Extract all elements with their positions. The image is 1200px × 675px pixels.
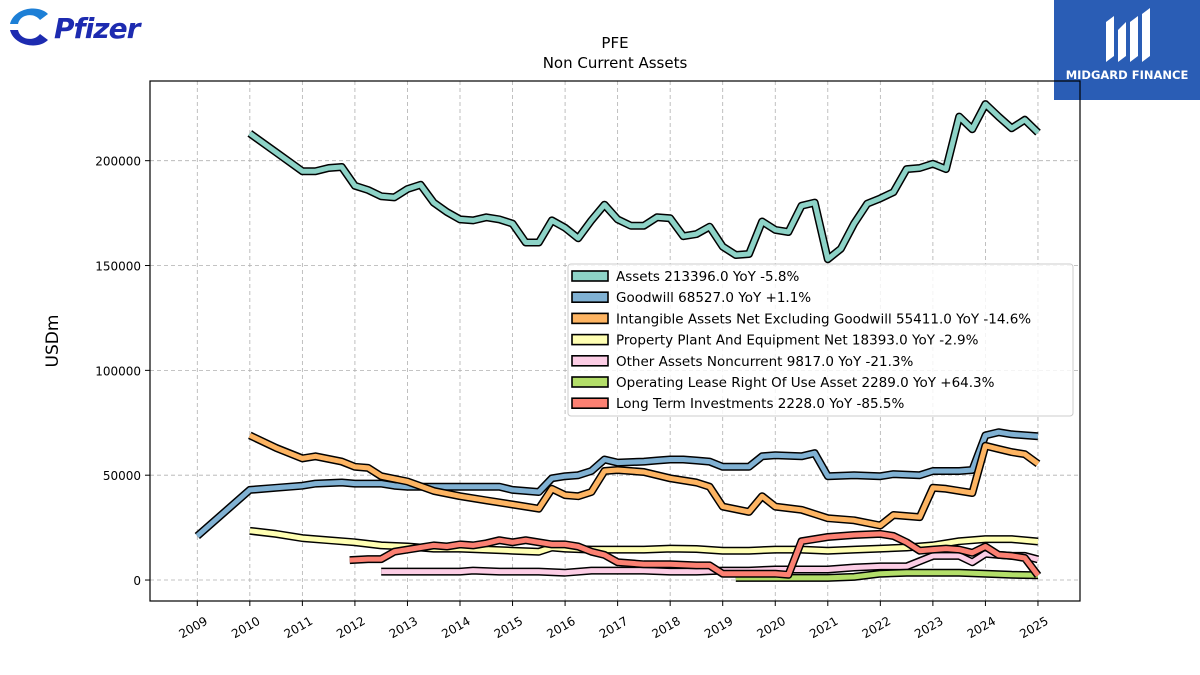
- legend-label: Other Assets Noncurrent 9817.0 YoY -21.3…: [616, 354, 913, 370]
- x-tick-label: 2014: [439, 614, 472, 641]
- legend-swatch: [571, 397, 609, 410]
- y-tick-label: 150000: [95, 260, 141, 274]
- x-tick-label: 2011: [282, 614, 315, 641]
- x-tick-label: 2020: [755, 614, 788, 641]
- legend: Assets 213396.0 YoY -5.8% Goodwill 68527.…: [567, 263, 1074, 417]
- y-axis-label: USDm: [43, 315, 63, 368]
- y-tick-label: 200000: [95, 155, 141, 169]
- x-tick-label: 2018: [649, 614, 682, 641]
- x-tick-label: 2016: [544, 614, 577, 641]
- series-line-assets: [248, 101, 1040, 262]
- chart-subtitle: Non Current Assets: [543, 54, 688, 72]
- y-tick-label: 100000: [95, 364, 141, 378]
- legend-label: Operating Lease Right Of Use Asset 2289.…: [616, 375, 995, 391]
- y-tick-label: 0: [133, 574, 141, 588]
- x-tick-label: 2010: [229, 614, 262, 641]
- pfizer-logo: [10, 8, 48, 46]
- x-tick-label: 2009: [177, 614, 210, 641]
- series-line-long-term-investments: [349, 531, 1040, 578]
- series-line-property-plant-and-equipment-net: [249, 528, 1039, 555]
- series-line-intangible-assets-net-excluding-goodwill: [248, 433, 1040, 528]
- x-tick-label: 2022: [860, 614, 893, 641]
- chart-title: PFE: [601, 34, 628, 52]
- legend-box: [567, 263, 1074, 417]
- series-outline-assets: [247, 100, 1041, 264]
- x-tick-label: 2012: [334, 614, 367, 641]
- x-tick-label: 2021: [807, 614, 840, 641]
- publisher-name: MIDGARD FINANCE: [1065, 68, 1189, 82]
- x-tick-label: 2017: [597, 614, 630, 641]
- x-tick-label: 2024: [965, 614, 998, 641]
- publisher-emblem-icon: [1106, 8, 1150, 62]
- legend-label: Intangible Assets Net Excluding Goodwill…: [616, 311, 1031, 327]
- legend-swatch: [571, 333, 609, 346]
- x-tick-label: 2023: [912, 614, 945, 641]
- x-tick-label: 2019: [702, 614, 735, 641]
- plot-frame: [149, 80, 1081, 602]
- legend-label: Assets 213396.0 YoY -5.8%: [616, 269, 800, 285]
- brand-name: Pfizer: [54, 12, 140, 45]
- legend-swatch: [571, 312, 609, 325]
- legend-label: Long Term Investments 2228.0 YoY -85.5%: [616, 396, 904, 412]
- legend-swatch: [571, 354, 609, 367]
- x-tick-label: 2015: [492, 614, 525, 641]
- y-tick-label: 50000: [103, 469, 141, 483]
- series-layer: [194, 100, 1042, 582]
- legend-label: Goodwill 68527.0 YoY +1.1%: [616, 290, 811, 306]
- series-line-operating-lease-right-of-use-asset: [735, 570, 1039, 581]
- series-line-goodwill: [195, 429, 1039, 538]
- x-tick-label: 2025: [1017, 614, 1050, 641]
- legend-swatch: [571, 291, 609, 304]
- x-tick-label: 2013: [387, 614, 420, 641]
- publisher-logo: [1054, 0, 1200, 100]
- legend-swatch: [571, 270, 609, 282]
- legend-label: Property Plant And Equipment Net 18393.0…: [616, 333, 979, 349]
- legend-swatch: [571, 376, 609, 388]
